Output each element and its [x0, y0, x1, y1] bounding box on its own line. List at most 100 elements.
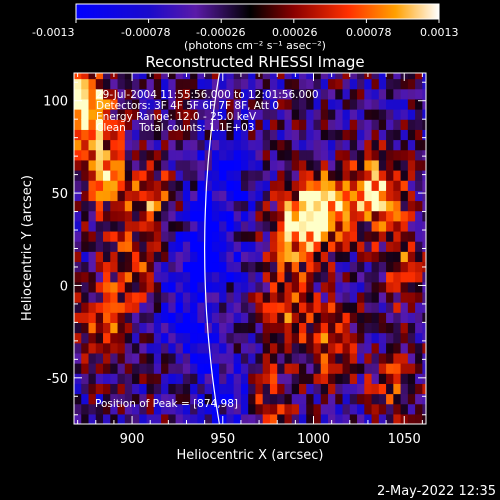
- heatmap-cell: [371, 332, 380, 344]
- heatmap-cell: [110, 373, 119, 384]
- heatmap-cell: [255, 98, 264, 110]
- heatmap-cell: [139, 352, 148, 364]
- heatmap-cell: [291, 373, 300, 384]
- heatmap-cell: [88, 98, 97, 110]
- heatmap-cell: [168, 302, 177, 313]
- heatmap-cell: [81, 352, 90, 364]
- heatmap-cell: [255, 322, 264, 334]
- heatmap-cell: [277, 73, 286, 80]
- heatmap-cell: [386, 149, 394, 161]
- heatmap-cell: [349, 271, 358, 283]
- heatmap-cell: [88, 352, 97, 364]
- heatmap-cell: [233, 271, 242, 283]
- heatmap-cell: [233, 342, 242, 354]
- heatmap-cell: [328, 342, 336, 354]
- heatmap-cell: [153, 373, 162, 384]
- heatmap-cell: [364, 129, 373, 141]
- heatmap-cell: [146, 322, 155, 334]
- heatmap-cell: [233, 169, 242, 181]
- heatmap-cell: [364, 180, 373, 191]
- heatmap-cell: [88, 241, 97, 252]
- heatmap-cell: [240, 393, 249, 405]
- heatmap-cell: [335, 139, 344, 151]
- heatmap-cell: [400, 159, 409, 171]
- heatmap-cell: [219, 373, 228, 384]
- heatmap-cell: [88, 159, 97, 171]
- heatmap-cell: [255, 109, 264, 120]
- heatmap-cell: [364, 98, 373, 110]
- heatmap-cell: [132, 332, 140, 344]
- heatmap-cell: [117, 342, 126, 354]
- heatmap-cell: [335, 159, 344, 171]
- heatmap-cell: [197, 210, 206, 222]
- heatmap-cell: [364, 200, 373, 212]
- heatmap-cell: [146, 342, 155, 354]
- heatmap-cell: [168, 109, 177, 120]
- heatmap-cell: [197, 363, 206, 374]
- heatmap-cell: [219, 210, 228, 222]
- heatmap-cell: [117, 281, 126, 293]
- heatmap-cell: [248, 88, 257, 100]
- heatmap-cell: [349, 180, 358, 191]
- heatmap-cell: [386, 393, 394, 405]
- heatmap-cell: [219, 403, 228, 415]
- heatmap-cell: [415, 261, 423, 273]
- heatmap-cell: [204, 78, 213, 90]
- heatmap-cell: [378, 342, 387, 354]
- heatmap-cell: [335, 383, 344, 395]
- heatmap-cell: [190, 281, 198, 293]
- heatmap-cell: [204, 180, 213, 191]
- heatmap-cell: [262, 73, 271, 80]
- heatmap-cell: [298, 200, 307, 212]
- heatmap-cell: [168, 220, 177, 232]
- heatmap-cell: [74, 332, 82, 344]
- heatmap-cell: [175, 413, 184, 424]
- heatmap-cell: [255, 373, 264, 384]
- heatmap-cell: [291, 119, 300, 130]
- heatmap-cell: [219, 261, 228, 273]
- heatmap-cell: [117, 210, 126, 222]
- heatmap-cell: [211, 180, 220, 191]
- heatmap-cell: [182, 180, 191, 191]
- heatmap-cell: [95, 332, 104, 344]
- heatmap-cell: [371, 291, 380, 303]
- heatmap-cell: [277, 281, 286, 293]
- heatmap-cell: [335, 88, 344, 100]
- heatmap-cell: [393, 220, 402, 232]
- heatmap-cell: [88, 393, 97, 405]
- heatmap-cell: [182, 302, 191, 313]
- heatmap-cell: [110, 119, 119, 130]
- heatmap-cell: [269, 220, 278, 232]
- heatmap-cell: [298, 383, 307, 395]
- heatmap-cell: [233, 393, 242, 405]
- heatmap-cell: [407, 352, 416, 364]
- heatmap-cell: [81, 119, 90, 130]
- heatmap-cell: [117, 200, 126, 212]
- heatmap-cell: [386, 109, 394, 120]
- heatmap-cell: [342, 230, 351, 242]
- heatmap-cell: [139, 169, 148, 181]
- heatmap-cell: [124, 78, 133, 90]
- heatmap-cell: [124, 98, 133, 110]
- heatmap-cell: [291, 271, 300, 283]
- heatmap-cell: [146, 312, 155, 323]
- heatmap-cell: [110, 230, 119, 242]
- heatmap-cell: [422, 241, 426, 252]
- heatmap-cell: [139, 149, 148, 161]
- heatmap-cell: [110, 383, 119, 395]
- heatmap-cell: [277, 200, 286, 212]
- heatmap-cell: [328, 109, 336, 120]
- heatmap-cell: [161, 413, 169, 424]
- heatmap-cell: [226, 403, 235, 415]
- heatmap-cell: [335, 169, 344, 181]
- heatmap-cell: [81, 413, 90, 424]
- heatmap-cell: [255, 119, 264, 130]
- heatmap-cell: [81, 129, 90, 141]
- heatmap-cell: [400, 139, 409, 151]
- heatmap-cell: [422, 210, 426, 222]
- heatmap-cell: [357, 78, 365, 90]
- annotation-total-counts: Clean Total counts: 1.1E+03: [96, 122, 254, 134]
- heatmap-cell: [175, 149, 184, 161]
- heatmap-cell: [269, 332, 278, 344]
- heatmap-cell: [407, 119, 416, 130]
